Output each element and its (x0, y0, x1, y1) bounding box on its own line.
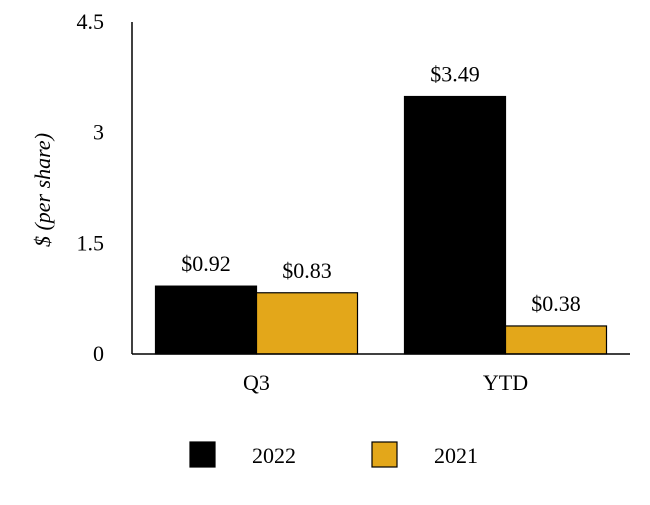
y-tick-label: 1.5 (77, 230, 105, 255)
y-tick-label: 0 (93, 341, 104, 366)
category-label-YTD: YTD (483, 370, 528, 395)
data-label: $0.38 (531, 291, 581, 316)
legend-label-2021: 2021 (434, 443, 478, 468)
bar-2021-YTD (504, 325, 608, 355)
y-axis-title: $ (per share) (30, 133, 55, 247)
data-label: $3.49 (430, 62, 480, 87)
legend-swatch-2022 (189, 441, 216, 468)
y-tick-label: 3 (93, 120, 104, 145)
legend: 2022 2021 (189, 441, 478, 468)
data-label: $0.92 (181, 251, 231, 276)
bar-2021-Q3 (255, 292, 359, 355)
y-tick-labels: 0 1.5 3 4.5 (77, 9, 105, 366)
bar-2022-Q3 (154, 285, 258, 355)
category-labels: Q3 YTD (243, 370, 528, 395)
bars-layer (154, 95, 608, 355)
category-label-Q3: Q3 (243, 370, 270, 395)
data-label: $0.83 (282, 258, 332, 283)
bar-2022-YTD (403, 95, 507, 355)
y-tick-label: 4.5 (77, 9, 105, 34)
data-labels: $0.92 $0.83 $3.49 $0.38 (181, 62, 581, 316)
legend-swatch-2021 (371, 441, 398, 468)
legend-label-2022: 2022 (252, 443, 296, 468)
axes-layer (131, 22, 630, 355)
